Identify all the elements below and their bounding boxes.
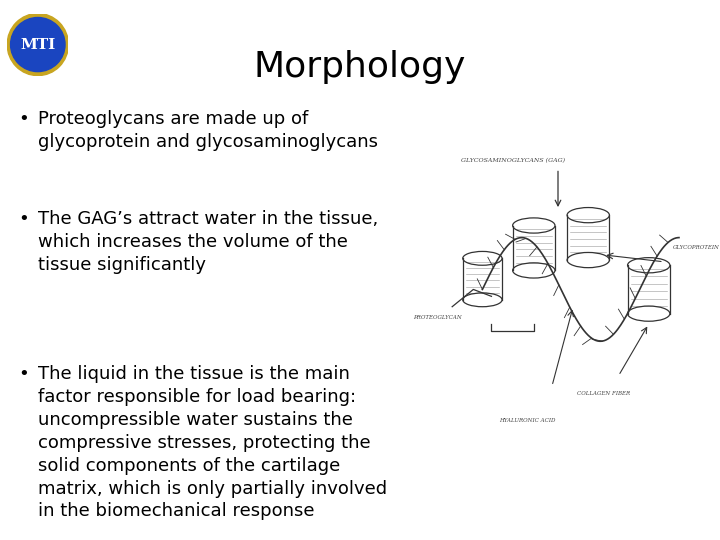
Text: •: • [18, 110, 29, 128]
Text: The GAG’s attract water in the tissue,
which increases the volume of the
tissue : The GAG’s attract water in the tissue, w… [38, 210, 378, 274]
Text: •: • [18, 210, 29, 228]
Text: GLYCOSAMINOGLYCANS (GAG): GLYCOSAMINOGLYCANS (GAG) [461, 158, 564, 163]
Text: COLLAGEN FIBER: COLLAGEN FIBER [577, 390, 630, 396]
Ellipse shape [11, 17, 65, 72]
Text: MTI: MTI [20, 38, 55, 51]
Text: Proteoglycans are made up of
glycoprotein and glycosaminoglycans: Proteoglycans are made up of glycoprotei… [38, 110, 378, 151]
Text: GLYCOPROTEIN: GLYCOPROTEIN [673, 246, 720, 251]
Text: The liquid in the tissue is the main
factor responsible for load bearing:
uncomp: The liquid in the tissue is the main fac… [38, 365, 387, 521]
Text: HYALURONIC ACID: HYALURONIC ACID [500, 418, 556, 423]
Text: •: • [18, 365, 29, 383]
Text: PROTEOGLYCAN: PROTEOGLYCAN [413, 315, 462, 320]
Ellipse shape [7, 14, 68, 76]
Text: Morphology: Morphology [254, 50, 466, 84]
